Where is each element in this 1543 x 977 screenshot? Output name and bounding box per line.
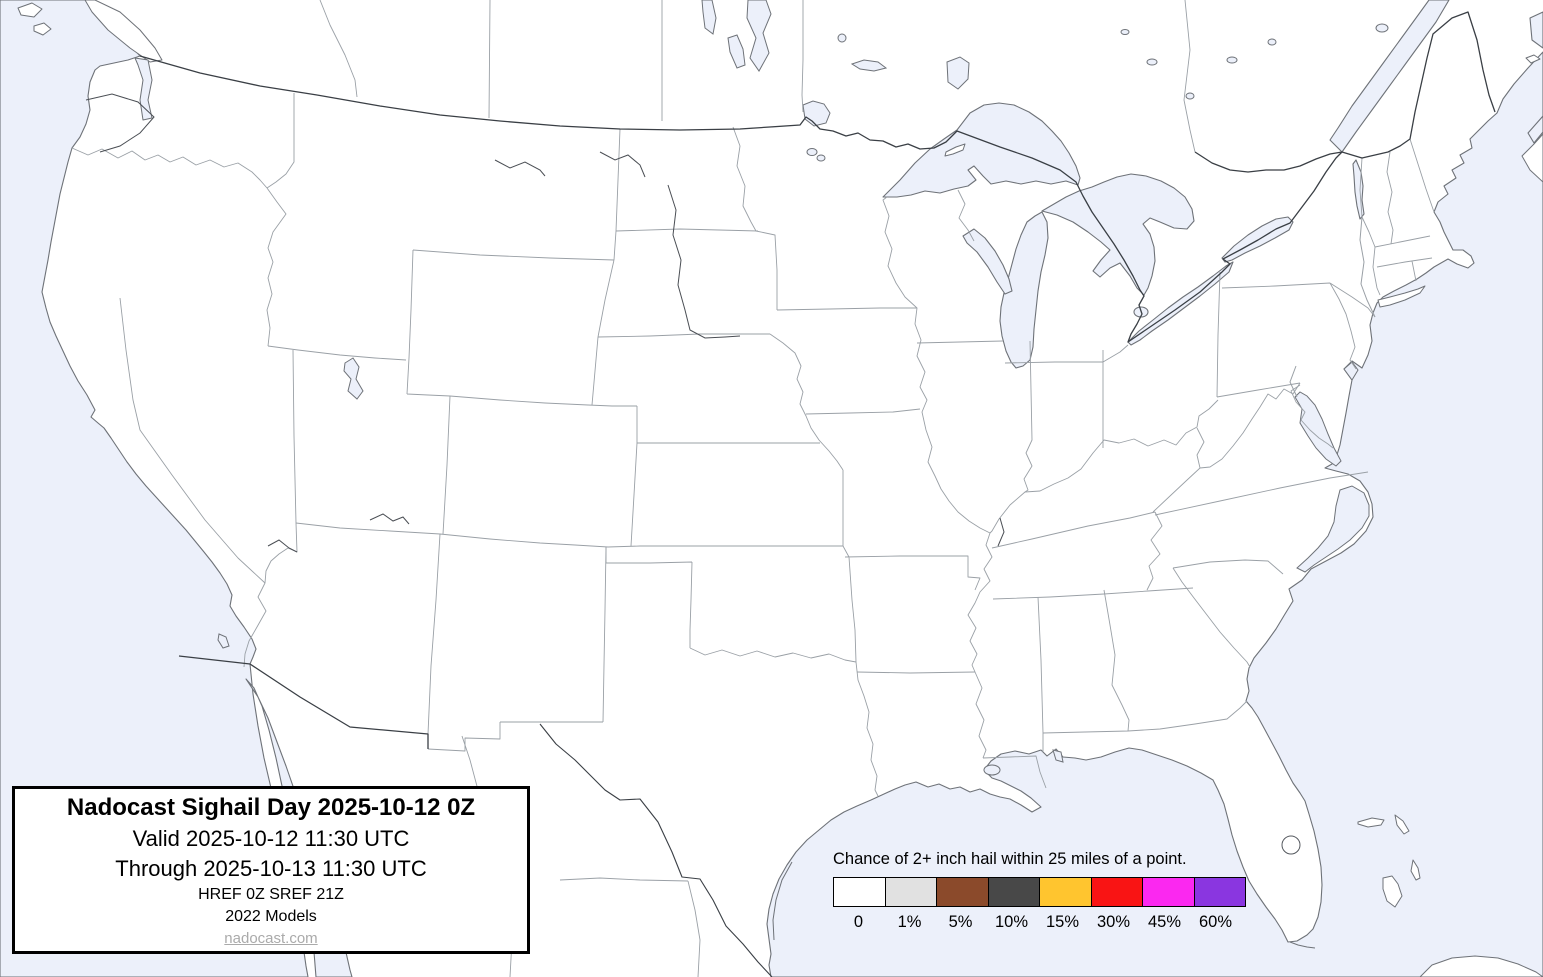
texas-barrier-islands — [772, 861, 793, 941]
long-island — [1377, 285, 1426, 308]
red-lake — [806, 148, 818, 156]
legend-title: Chance of 2+ inch hail within 25 miles o… — [833, 850, 1187, 868]
lake-manitoba — [727, 34, 746, 69]
legend-label: 0 — [853, 913, 864, 931]
atlantic-gulf-of-mexico — [766, 51, 1543, 977]
canada-lake — [1185, 92, 1195, 100]
prince-edward-island — [1525, 54, 1541, 64]
lower-red-lake — [816, 154, 826, 162]
puget-sound — [134, 57, 153, 121]
vancouver-island — [84, 0, 163, 63]
us-mexico-border — [178, 655, 429, 749]
rivers — [85, 93, 1376, 949]
florida-keys — [1289, 941, 1316, 949]
legend-swatch-0 — [833, 877, 886, 907]
lake-sakakawea — [599, 151, 646, 178]
mobile-bay — [1052, 749, 1064, 763]
interior-lakes — [217, 0, 1389, 776]
green-bay — [962, 228, 1013, 295]
legend-swatch-30pct — [1090, 877, 1143, 907]
lac-seul — [850, 59, 888, 72]
canada-lake — [1146, 58, 1158, 66]
us-canada-border — [139, 11, 1496, 343]
st-lawrence-river — [1329, 0, 1450, 153]
legend-swatch-15pct — [1039, 877, 1092, 907]
state-borders — [71, 0, 1435, 797]
nadocast-link[interactable]: nadocast.com — [224, 929, 318, 947]
legend-label: 5% — [948, 913, 973, 931]
gulf-of-st-lawrence — [1529, 11, 1543, 49]
title-box: Nadocast Sighail Day 2025-10-12 0Z Valid… — [12, 786, 530, 954]
hudson-river — [1359, 216, 1376, 318]
legend-swatch-45pct — [1142, 877, 1195, 907]
map-title: Nadocast Sighail Day 2025-10-12 0Z — [66, 793, 476, 821]
islands — [17, 0, 1543, 977]
great-lakes — [882, 102, 1365, 369]
legend-label: 15% — [1045, 913, 1080, 931]
lake-huron — [1041, 173, 1195, 296]
canada-lake — [1267, 38, 1277, 46]
probability-legend: Chance of 2+ inch hail within 25 miles o… — [833, 849, 1253, 932]
rio-grande — [539, 723, 773, 977]
missouri-river-mt — [494, 159, 546, 177]
lake-michigan — [999, 211, 1049, 369]
legend-label: 10% — [994, 913, 1029, 931]
international-borders — [139, 11, 1496, 977]
ottawa-river-border — [1194, 151, 1343, 173]
legend-swatch-1pct — [884, 877, 937, 907]
legend-label: 30% — [1096, 913, 1131, 931]
lake-winnipegosis — [701, 0, 717, 35]
lake-pontchartrain — [983, 764, 1001, 776]
grand-bahama — [1357, 817, 1385, 828]
lake-mead — [267, 539, 298, 553]
legend-swatch-row — [833, 877, 1253, 907]
columbia-river — [85, 93, 155, 153]
susquehanna-river — [1289, 365, 1298, 398]
through-time: Through 2025-10-13 11:30 UTC — [115, 855, 427, 881]
bc-island — [17, 2, 43, 18]
kentucky-lake — [997, 517, 1005, 547]
legend-label: 1% — [897, 913, 922, 931]
chesapeake-bay — [1294, 391, 1342, 467]
legend-swatch-10pct — [987, 877, 1040, 907]
canada-lake — [1120, 29, 1130, 35]
valid-time: Valid 2025-10-12 11:30 UTC — [132, 825, 410, 851]
lake-powell — [369, 513, 410, 525]
lac-st-jean — [1375, 23, 1389, 33]
legend-swatch-5pct — [936, 877, 989, 907]
lake-okeechobee — [1281, 835, 1301, 855]
models-year: 2022 Models — [225, 907, 317, 925]
bay-of-fundy — [1527, 115, 1543, 144]
isle-royale — [944, 143, 966, 157]
nova-scotia — [1521, 133, 1543, 183]
canada-lake — [837, 33, 847, 43]
models-line: HREF 0Z SREF 21Z — [198, 885, 344, 903]
lake-winnipeg — [746, 0, 772, 72]
pamlico-sound — [1296, 485, 1370, 573]
legend-label: 60% — [1198, 913, 1233, 931]
eleuthera-island — [1410, 859, 1421, 881]
legend-label-row: 0 1% 5% 10% 15% 30% 45% 60% — [833, 913, 1253, 932]
bc-island — [33, 22, 52, 36]
andros-island — [1382, 875, 1403, 908]
canada-lake — [1226, 56, 1238, 64]
cuba — [1419, 955, 1543, 977]
salton-sea — [217, 633, 230, 649]
legend-label: 45% — [1147, 913, 1182, 931]
lake-nipigon — [946, 56, 970, 90]
pacific-ocean — [0, 0, 309, 977]
legend-swatch-60pct — [1193, 877, 1246, 907]
lake-oahe — [667, 184, 741, 339]
abaco-island — [1394, 814, 1410, 835]
great-salt-lake — [343, 357, 364, 400]
